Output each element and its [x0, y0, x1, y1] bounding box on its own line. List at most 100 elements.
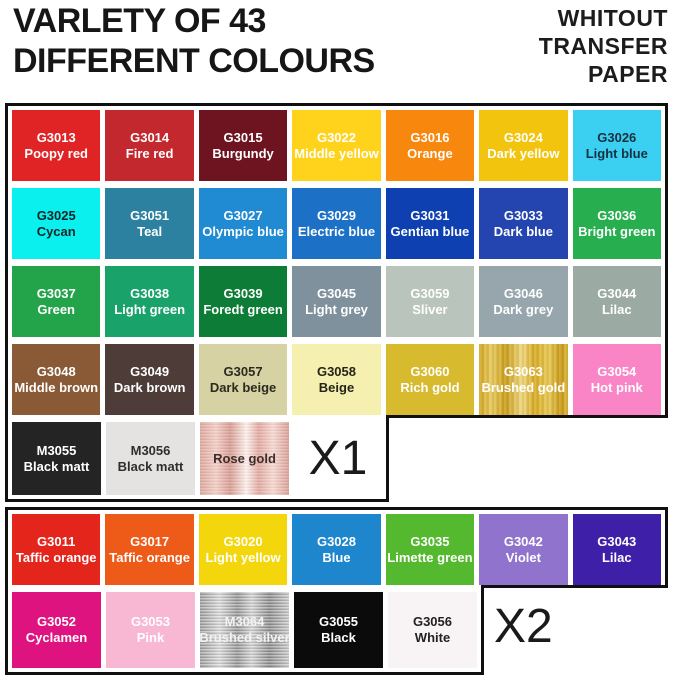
swatch-code: G3043	[597, 533, 637, 549]
color-swatch: G3051 Teal	[105, 188, 194, 259]
swatch-name: Taffic orange	[15, 549, 97, 565]
swatch-code: G3033	[503, 207, 543, 223]
swatch-code: G3053	[130, 614, 171, 629]
color-swatch: G3039 Foredt green	[198, 266, 288, 337]
swatch-name: Light blue	[585, 145, 648, 161]
color-swatch: G3037 Green	[12, 266, 101, 337]
swatch-name: Dark blue	[493, 223, 553, 239]
color-swatch: G3056 White	[388, 592, 477, 668]
swatch-name: Beige	[318, 379, 355, 395]
color-swatch: G3063 Brushed gold	[479, 344, 568, 415]
swatch-name: Taffic orange	[109, 549, 190, 565]
color-swatch: G3055 Black	[294, 592, 383, 668]
swatch-name: Dark brown	[113, 379, 186, 395]
color-swatch: G3038 Light green	[105, 266, 194, 337]
color-chart-section-1: G3013 Poopy red G3014 Fire red G3015 Burgundy…	[5, 103, 668, 418]
swatch-code: G3042	[503, 533, 543, 549]
color-swatch: G3020 Light yellow	[198, 514, 288, 585]
swatch-name: Burgundy	[212, 145, 274, 161]
swatch-code: G3024	[503, 129, 543, 145]
swatch-code: G3044	[597, 285, 637, 301]
transfer-paper-note-line2: TRANSFER	[538, 33, 668, 59]
swatch-name: Foredt green	[203, 301, 283, 317]
swatch-name: Cyclamen	[25, 630, 88, 645]
swatch-code: G3055	[318, 614, 359, 629]
color-swatch: G3027 Olympic blue	[198, 188, 288, 259]
swatch-name: Green	[37, 301, 75, 317]
swatch-code: G3054	[597, 363, 637, 379]
swatch-name: Lilac	[601, 301, 632, 317]
page-title-line2: DIFFERENT COLOURS	[13, 42, 375, 80]
swatch-code: G3059	[410, 285, 450, 301]
swatch-name: Rich gold	[400, 379, 460, 395]
color-swatch: G3015 Burgundy	[198, 110, 288, 181]
swatch-code: G3057	[223, 363, 263, 379]
swatch-code: G3037	[36, 285, 76, 301]
color-swatch: G3025 Cycan	[12, 188, 101, 259]
color-swatch: G3033 Dark blue	[479, 188, 568, 259]
swatch-name: Bright green	[578, 223, 656, 239]
swatch-name: Sliver	[412, 301, 448, 317]
swatch-name: Teal	[137, 223, 163, 239]
section-2-bottom-border	[481, 585, 668, 588]
swatch-code: G3013	[36, 129, 76, 145]
color-swatch: G3057 Dark beige	[198, 344, 288, 415]
section-1-bottom-border	[386, 415, 668, 418]
swatch-code: G3015	[223, 129, 263, 145]
swatch-name: White	[414, 630, 451, 645]
swatch-name: Pink	[136, 630, 165, 645]
swatch-code: G3058	[316, 363, 357, 379]
swatch-code: G3031	[410, 207, 450, 223]
color-swatch: G3059 Sliver	[385, 266, 475, 337]
color-swatch: G3029 Electric blue	[292, 188, 381, 259]
swatch-code: G3026	[597, 129, 637, 145]
color-chart-section-2: G3011 Taffic orange G3017 Taffic orange G302…	[5, 507, 668, 588]
swatch-code: G3017	[130, 533, 170, 549]
swatch-code: G3056	[412, 614, 453, 629]
swatch-code: G3022	[316, 129, 357, 145]
swatch-code: G3045	[316, 285, 357, 301]
swatch-name: Light yellow	[205, 549, 281, 565]
color-chart-section-1-subrow: M3055 Black matt M3056 Black matt Rose gold …	[5, 418, 389, 502]
color-swatch: G3053 Pink	[106, 592, 195, 668]
swatch-name: Hot pink	[590, 379, 643, 395]
color-swatch: G3042 Violet	[479, 514, 568, 585]
swatch-name: Poopy red	[24, 145, 88, 161]
swatch-code: G3049	[130, 363, 170, 379]
swatch-name: Black matt	[23, 458, 90, 474]
color-swatch: G3031 Gentian blue	[385, 188, 475, 259]
swatch-name: Black matt	[117, 458, 184, 474]
page-title-line1: VARLETY OF 43	[13, 2, 266, 40]
swatch-name: Gentian blue	[390, 223, 470, 239]
swatch-code: G3020	[223, 533, 263, 549]
swatch-name: Dark beige	[209, 379, 277, 395]
color-swatch: G3028 Blue	[292, 514, 381, 585]
swatch-code: G3025	[36, 207, 76, 223]
transfer-paper-note-line1: WHITOUT	[557, 5, 668, 31]
swatch-name: Olympic blue	[202, 223, 284, 239]
swatch-name: Violet	[505, 549, 541, 565]
swatch-code: G3029	[316, 207, 357, 223]
swatch-name: Lilac	[601, 549, 632, 565]
color-swatch: G3043 Lilac	[572, 514, 661, 585]
color-swatch: G3013 Poopy red	[12, 110, 101, 181]
color-swatch: Rose gold	[200, 422, 289, 495]
color-swatch: G3017 Taffic orange	[105, 514, 194, 585]
pack-quantity-x2-label: X2	[494, 600, 553, 653]
color-swatch: G3035 Limette green	[385, 514, 475, 585]
swatch-name: Middle brown	[14, 379, 99, 395]
swatch-name: Dark yellow	[487, 145, 560, 161]
color-swatch: G3054 Hot pink	[572, 344, 661, 415]
swatch-name: Brushed gold	[481, 379, 566, 395]
swatch-name: Electric blue	[297, 223, 376, 239]
swatch-code: M3064	[224, 614, 265, 629]
swatch-code: G3039	[223, 285, 263, 301]
swatch-code: M3056	[130, 442, 171, 458]
transfer-paper-note-line3: PAPER	[587, 61, 668, 87]
page-title: VARLETY OF 43 DIFFERENT COLOURS	[13, 1, 375, 81]
color-swatch: M3055 Black matt	[12, 422, 101, 495]
swatch-code: G3051	[130, 207, 170, 223]
color-swatch: G3060 Rich gold	[385, 344, 475, 415]
swatch-name: Cycan	[36, 223, 76, 239]
swatch-code: G3046	[503, 285, 543, 301]
